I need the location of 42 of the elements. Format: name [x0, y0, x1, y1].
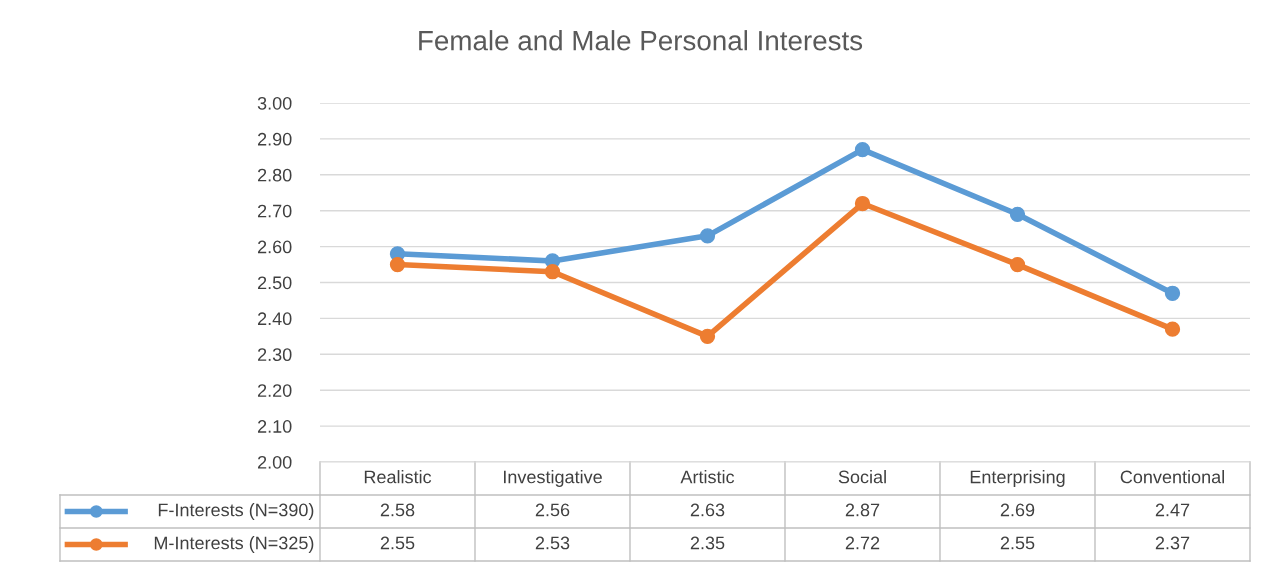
y-tick-label: 2.80 — [257, 168, 292, 182]
x-tick-label: Conventional — [1120, 470, 1224, 484]
y-tick-label: 2.10 — [257, 420, 292, 433]
x-tick-label: Enterprising — [970, 470, 1065, 487]
data-label: 2.58 — [380, 503, 415, 517]
point — [1164, 285, 1181, 301]
point — [699, 328, 716, 344]
data-label: 2.72 — [845, 536, 880, 550]
point — [1009, 256, 1026, 273]
legend-label: M-Interests (N=325) — [154, 536, 314, 553]
data-label: 2.87 — [845, 503, 880, 517]
data-label: 2.55 — [380, 536, 415, 550]
point — [544, 264, 561, 280]
y-tick-label: 2.40 — [257, 312, 292, 326]
data-label: 2.69 — [1000, 503, 1035, 517]
data-label: 2.35 — [690, 536, 725, 550]
point — [1164, 321, 1181, 337]
y-tick-label: 2.00 — [257, 455, 292, 469]
point — [389, 256, 406, 273]
x-tick-label: Investigative — [503, 470, 602, 487]
data-label: 2.37 — [1155, 536, 1190, 550]
y-tick-label: 2.30 — [257, 348, 292, 362]
data-label: 2.56 — [535, 503, 570, 517]
point — [1009, 206, 1026, 222]
y-tick-label: 2.90 — [257, 132, 292, 146]
x-tick-label: Social — [838, 470, 886, 484]
y-tick-label: 2.20 — [257, 384, 292, 397]
data-label: 2.47 — [1155, 503, 1190, 517]
y-tick-label: 2.50 — [257, 276, 292, 290]
point — [854, 142, 871, 158]
data-label: 2.55 — [1000, 536, 1035, 550]
x-tick-label: Realistic — [364, 470, 432, 484]
x-tick-label: Artistic — [680, 470, 735, 484]
y-tick-label: 2.70 — [257, 204, 292, 218]
point — [699, 228, 716, 244]
legend-label: F-Interests (N=390) — [158, 503, 314, 520]
y-tick-label: 2.60 — [257, 240, 292, 254]
data-label: 2.63 — [690, 503, 725, 517]
chart-title: Female and Male Personal Interests — [419, 30, 863, 51]
point — [854, 195, 871, 212]
data-label: 2.53 — [535, 536, 570, 550]
y-tick-label: 3.00 — [257, 96, 292, 110]
